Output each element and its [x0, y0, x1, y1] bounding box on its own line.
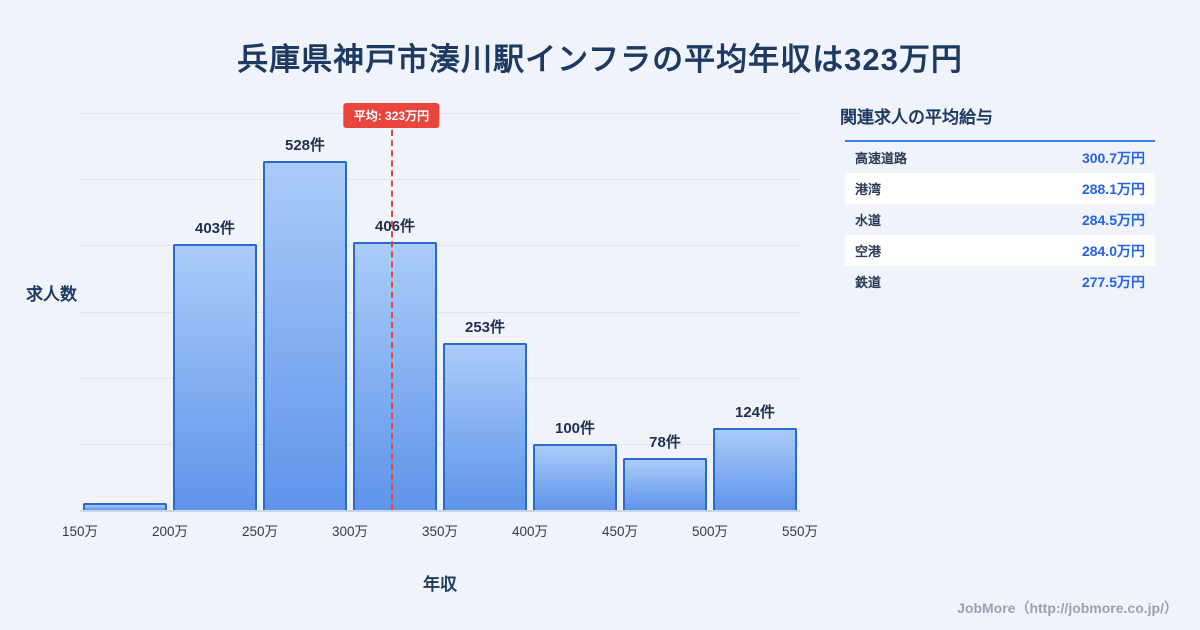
gridline	[80, 113, 800, 115]
salary-row: 空港 284.0万円	[845, 235, 1155, 266]
gridline	[80, 377, 800, 379]
salary-row: 鉄道 277.5万円	[845, 266, 1155, 297]
footer-credit: JobMore（http://jobmore.co.jp/）	[957, 600, 1178, 616]
histogram-bar	[263, 160, 347, 510]
salary-row-label: 水道	[855, 213, 882, 228]
salary-row-label: 港湾	[855, 182, 882, 197]
bar-value-label: 124件	[734, 404, 776, 421]
salary-row-label: 空港	[855, 244, 882, 259]
salary-row-value: 277.5万円	[1081, 273, 1145, 290]
salary-row-value: 288.1万円	[1081, 180, 1145, 197]
x-tick-label: 450万	[601, 524, 639, 539]
salary-row-value: 284.5万円	[1081, 211, 1145, 228]
histogram-bar	[713, 428, 797, 510]
x-axis-title: 年収	[423, 575, 457, 594]
plot-area: 403件 528件 406件 253件 100件 78件 124件 平均: 323万円	[80, 100, 800, 512]
x-tick-label: 150万	[61, 524, 99, 539]
x-tick-label: 250万	[241, 524, 279, 539]
gridline	[80, 245, 800, 247]
gridline	[80, 443, 800, 445]
x-tick-label: 350万	[421, 524, 459, 539]
bar-value-label: 528件	[284, 136, 326, 154]
side-panel-title: 関連求人の平均給与	[840, 108, 993, 127]
x-tick-label: 200万	[151, 524, 189, 539]
gridline	[80, 179, 800, 181]
bar-value-label: 406件	[374, 217, 416, 235]
histogram-bar	[443, 342, 527, 510]
x-tick-label: 500万	[691, 524, 729, 539]
x-tick-label: 300万	[331, 524, 369, 539]
bar-value-label: 253件	[464, 318, 506, 336]
y-axis-title: 求人数	[26, 285, 77, 304]
histogram-bar	[353, 241, 437, 510]
related-salary-table: 高速道路 300.7万円港湾 288.1万円水道 284.5万円空港 284.0万円鉄道…	[845, 140, 1155, 297]
bar-value-label: 100件	[554, 419, 596, 437]
x-tick-label: 550万	[781, 524, 819, 539]
histogram-bar	[533, 443, 617, 510]
histogram-bar	[173, 243, 257, 510]
x-tick-label: 400万	[511, 524, 549, 539]
page-title: 兵庫県神戸市湊川駅インフラの平均年収は323万円	[237, 42, 963, 77]
histogram-bar	[83, 503, 167, 510]
salary-row-value: 300.7万円	[1081, 149, 1145, 166]
salary-row: 高速道路 300.7万円	[845, 142, 1155, 173]
salary-row: 水道 284.5万円	[845, 204, 1155, 235]
mean-line	[391, 130, 394, 510]
salary-row: 港湾 288.1万円	[845, 173, 1155, 204]
salary-row-value: 284.0万円	[1081, 242, 1145, 259]
bar-value-label: 403件	[194, 219, 236, 237]
mean-label: 平均: 323万円	[343, 103, 440, 128]
salary-row-label: 高速道路	[855, 151, 908, 166]
histogram-bar	[623, 458, 707, 510]
bar-value-label: 78件	[649, 434, 681, 452]
gridline	[80, 311, 800, 313]
salary-row-label: 鉄道	[855, 275, 882, 290]
